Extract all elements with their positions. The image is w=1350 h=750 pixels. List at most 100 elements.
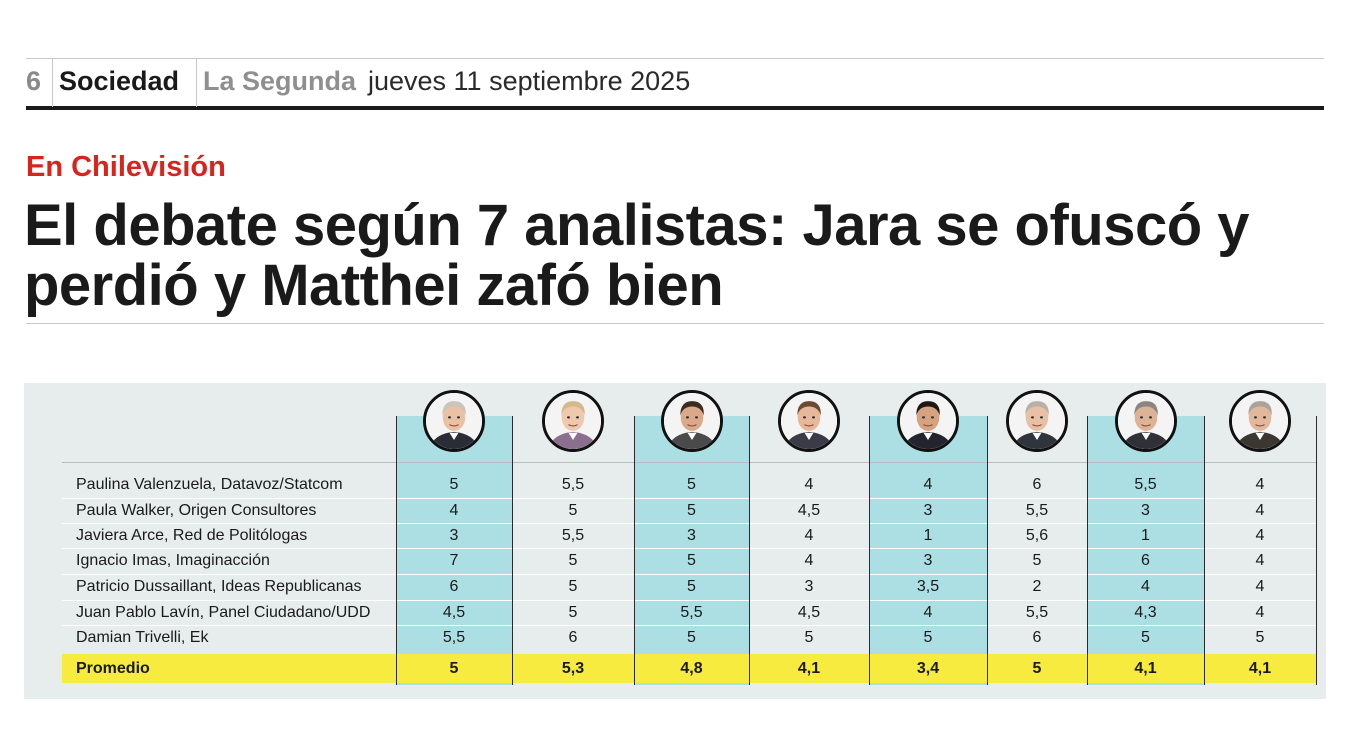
score-cell: 1 [923, 527, 933, 544]
table-row: Juan Pablo Lavín, Panel Ciudadano/UDD 4,5… [62, 600, 1316, 625]
average-score-cell: 5 [1032, 660, 1042, 677]
highlight-column [869, 416, 987, 685]
score-cell: 5 [449, 476, 459, 493]
score-cell: 3 [1141, 502, 1150, 519]
average-score-cell: 4,8 [680, 660, 703, 677]
analyst-name: Patricio Dussaillant, Ideas Republicanas [76, 578, 362, 595]
analyst-name: Damian Trivelli, Ek [76, 629, 209, 646]
column-divider [1087, 416, 1088, 685]
score-cell: 4 [923, 476, 933, 493]
scores-table: Paulina Valenzuela, Datavoz/Statcom 5 5,5 5… [24, 383, 1326, 699]
candidate-portrait-8-icon [1229, 390, 1291, 452]
page-number: 6 [26, 66, 42, 96]
score-cell: 2 [1032, 578, 1042, 595]
score-cell: 5 [923, 629, 933, 646]
row-separator [62, 498, 1316, 499]
score-cell: 4 [804, 552, 814, 569]
score-cell: 5,5 [561, 527, 585, 544]
column-divider [1204, 416, 1205, 685]
column-divider [634, 416, 635, 685]
score-cell: 4,5 [797, 502, 821, 519]
section-name: Sociedad [59, 66, 180, 96]
score-cell: 3 [687, 527, 696, 544]
score-cell: 5,5 [561, 476, 585, 493]
score-cell: 5 [804, 629, 814, 646]
score-cell: 5 [568, 502, 578, 519]
row-separator [62, 625, 1316, 626]
score-cell: 4 [1255, 578, 1265, 595]
score-cell: 5 [687, 552, 696, 569]
column-divider [396, 416, 397, 685]
publication-date: jueves 11 septiembre 2025 [368, 66, 691, 96]
score-cell: 5,5 [1134, 476, 1157, 493]
candidate-portrait-7-icon [1114, 390, 1177, 452]
score-cell: 4 [449, 502, 459, 519]
score-cell: 3 [449, 527, 459, 544]
score-cell: 4 [1255, 527, 1265, 544]
analyst-name: Ignacio Imas, Imaginacción [76, 552, 270, 569]
table-row: Paulina Valenzuela, Datavoz/Statcom 5 5,5 5… [62, 472, 1316, 497]
score-cell: 6 [1032, 629, 1042, 646]
score-cell: 4 [1255, 604, 1265, 621]
score-cell: 4,5 [442, 604, 466, 621]
table-row: Patricio Dussaillant, Ideas Republicanas… [62, 574, 1316, 599]
score-cell: 5 [1032, 552, 1042, 569]
column-divider [749, 416, 750, 685]
score-cell: 4 [923, 604, 933, 621]
highlight-column [396, 416, 512, 685]
score-cell: 5 [1255, 629, 1265, 646]
table-row: Paula Walker, Origen Consultores 4 5 5 4,5 3 5… [62, 498, 1316, 523]
header-divider [196, 59, 197, 107]
average-score-cell: 4,1 [1134, 660, 1157, 677]
score-cell: 5 [1141, 629, 1150, 646]
score-cell: 5,5 [442, 629, 466, 646]
highlight-column [1087, 416, 1204, 685]
row-separator [62, 574, 1316, 575]
score-cell: 5 [687, 578, 696, 595]
score-cell: 4,3 [1134, 604, 1157, 621]
score-cell: 5 [568, 604, 578, 621]
column-divider [512, 416, 513, 685]
article-kicker: En Chilevisión [26, 151, 226, 183]
score-cell: 4,5 [797, 604, 821, 621]
average-row: Promedio 5 5,3 4,8 4,1 3,4 5 4,1 4,1 [62, 654, 1316, 683]
score-cell: 3 [804, 578, 814, 595]
score-cell: 3,5 [916, 578, 940, 595]
highlight-column [634, 416, 749, 685]
table-header-rule [62, 462, 1316, 463]
publication-name: La Segunda [203, 66, 357, 96]
candidate-portrait-4-icon [778, 390, 840, 452]
score-cell: 6 [1141, 552, 1150, 569]
score-cell: 5,5 [1025, 502, 1049, 519]
score-cell: 5,5 [680, 604, 703, 621]
candidate-portrait-3-icon [660, 390, 723, 452]
table-row: Ignacio Imas, Imaginacción 7 5 5 4 3 5 6 4 [62, 548, 1316, 573]
row-separator [62, 523, 1316, 524]
article-headline: El debate según 7 analistas: Jara se ofu… [24, 193, 1250, 318]
analyst-name: Paula Walker, Origen Consultores [76, 502, 317, 519]
score-cell: 5,6 [1025, 527, 1049, 544]
candidate-portrait-5-icon [897, 390, 959, 452]
candidate-portrait-2-icon [542, 390, 604, 452]
header-divider [52, 59, 53, 107]
candidate-portrait-6-icon [1006, 390, 1068, 452]
score-cell: 4 [1141, 578, 1150, 595]
score-cell: 5 [687, 502, 696, 519]
score-cell: 5 [568, 552, 578, 569]
column-divider [987, 416, 988, 685]
score-cell: 1 [1141, 527, 1150, 544]
analyst-name: Juan Pablo Lavín, Panel Ciudadano/UDD [76, 604, 371, 621]
score-cell: 3 [923, 552, 933, 569]
score-cell: 5,5 [1025, 604, 1049, 621]
row-separator [62, 548, 1316, 549]
average-score-cell: 4,1 [797, 660, 821, 677]
score-cell: 5 [687, 476, 696, 493]
average-score-cell: 3,4 [916, 660, 940, 677]
score-cell: 4 [1255, 552, 1265, 569]
row-separator [62, 600, 1316, 601]
column-divider [1316, 416, 1317, 685]
score-cell: 6 [449, 578, 459, 595]
score-cell: 5 [687, 629, 696, 646]
headline-divider [26, 323, 1324, 324]
score-cell: 5 [568, 578, 578, 595]
